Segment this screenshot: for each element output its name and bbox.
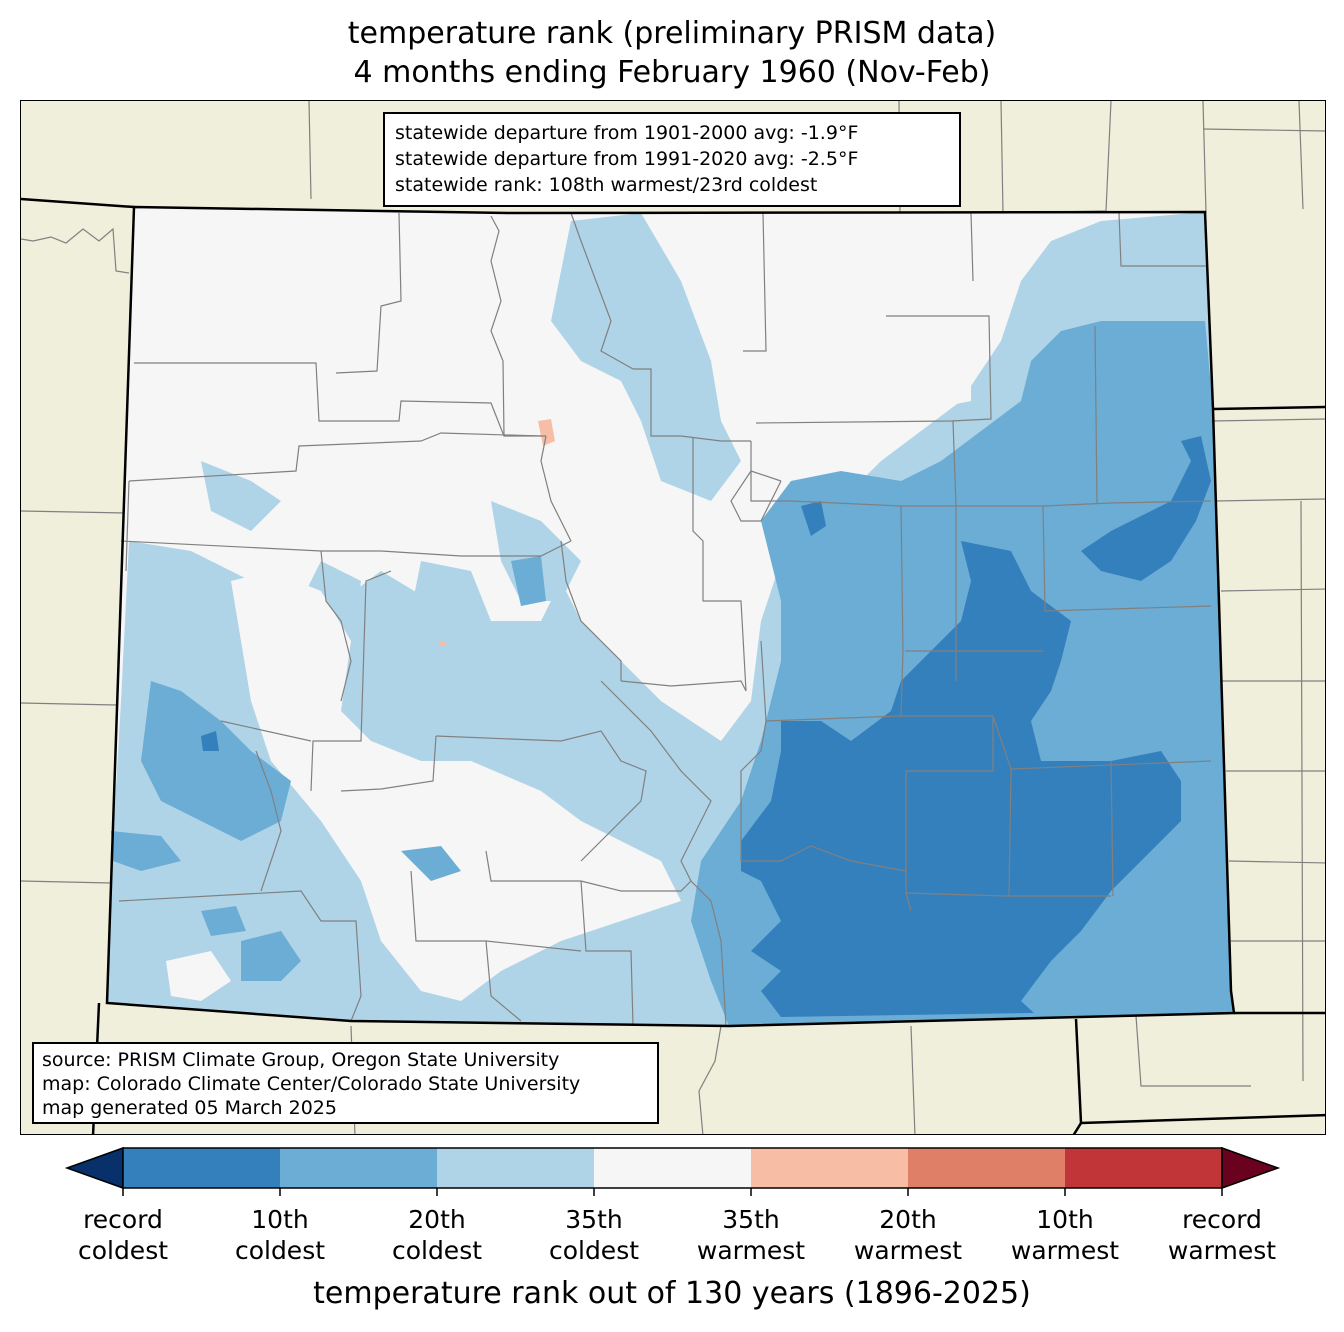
near-normal-islands <box>166 316 971 1001</box>
colorbar-tick-label: record coldest <box>77 1205 169 1265</box>
colorbar-max-extension <box>1221 1146 1281 1190</box>
statewide-stats-box: statewide departure from 1901-2000 avg: … <box>383 112 961 207</box>
dark-blue-areas <box>201 436 1211 1017</box>
colorbar-segment-5 <box>751 1148 908 1188</box>
colorbar-title: temperature rank out of 130 years (1896-… <box>313 1276 1031 1311</box>
colorbar-segment-4 <box>594 1148 751 1188</box>
colorbar-tick-label: record warmest <box>1167 1205 1277 1265</box>
map-canvas <box>21 101 1325 1134</box>
state-borders <box>21 197 1325 1134</box>
stats-line-1991-2020: statewide departure from 1991-2020 avg: … <box>395 148 859 170</box>
colorbar-tick-label: 35th coldest <box>548 1205 640 1265</box>
warm-spots <box>439 419 555 646</box>
colorbar-frame <box>122 1147 1223 1189</box>
colorbar-tick-marks <box>122 1188 1223 1196</box>
neighbor-county-lines <box>21 101 1325 1134</box>
colorado-border <box>105 205 1236 1028</box>
colorbar-segment-6 <box>908 1148 1065 1188</box>
colorbar-tick-label: 20th warmest <box>853 1205 963 1265</box>
stats-line-rank: statewide rank: 108th warmest/23rd colde… <box>395 174 818 196</box>
colorbar <box>64 1146 1281 1196</box>
colorbar-tick-label: 10th warmest <box>1010 1205 1120 1265</box>
county-lines <box>118 212 1212 1027</box>
map-title-line2: 4 months ending February 1960 (Nov-Feb) <box>353 55 991 90</box>
colorbar-tick-label: 35th warmest <box>696 1205 806 1265</box>
map-title-line1: temperature rank (preliminary PRISM data… <box>347 16 997 51</box>
colorbar-segment-2 <box>280 1148 437 1188</box>
colorbar-segment-7 <box>1065 1148 1222 1188</box>
colorbar-min-extension <box>64 1146 124 1190</box>
colorado-temperature-rank-map <box>20 100 1326 1135</box>
colorbar-tick-label: 10th coldest <box>234 1205 326 1265</box>
colorbar-segment-1 <box>123 1148 280 1188</box>
map-credit-line: map: Colorado Climate Center/Colorado St… <box>42 1073 581 1095</box>
source-line: source: PRISM Climate Group, Oregon Stat… <box>42 1049 560 1071</box>
stats-line-1901-2000: statewide departure from 1901-2000 avg: … <box>395 122 859 144</box>
source-box: source: PRISM Climate Group, Oregon Stat… <box>32 1042 659 1124</box>
colorbar-tick-label: 20th coldest <box>391 1205 483 1265</box>
colorbar-segment-3 <box>437 1148 594 1188</box>
generated-date-line: map generated 05 March 2025 <box>42 1097 337 1119</box>
